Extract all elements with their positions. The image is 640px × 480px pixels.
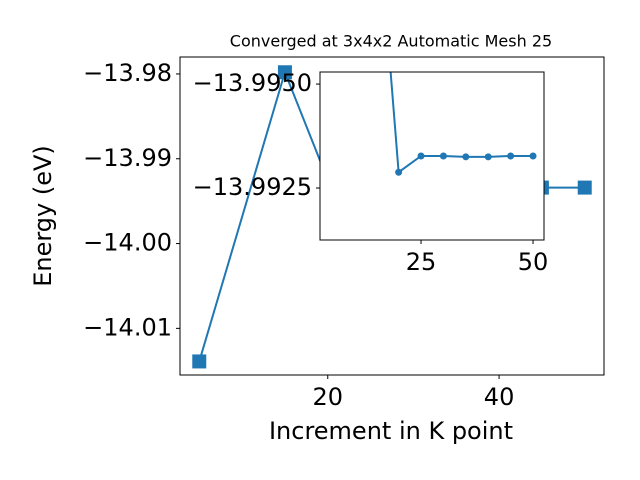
axes-frame bbox=[319, 71, 545, 241]
marker bbox=[277, 65, 292, 80]
chart-title: Converged at 3x4x2 Automatic Mesh 25 bbox=[230, 32, 552, 51]
marker bbox=[577, 180, 592, 195]
marker bbox=[484, 153, 492, 161]
marker bbox=[417, 152, 425, 160]
marker bbox=[395, 168, 403, 176]
marker bbox=[462, 153, 470, 161]
marker bbox=[529, 152, 537, 160]
data-line bbox=[389, 72, 534, 175]
marker bbox=[439, 152, 447, 160]
y-tick-label: −14.00 bbox=[83, 229, 172, 257]
marker bbox=[507, 152, 515, 160]
x-tick-label: 50 bbox=[518, 248, 549, 276]
y-axis-label: Energy (eV) bbox=[29, 145, 57, 287]
x-tick-label: 25 bbox=[406, 248, 437, 276]
y-tick-label: −13.9925 bbox=[193, 173, 312, 201]
plot-content bbox=[389, 72, 537, 176]
y-tick-label: −14.01 bbox=[83, 313, 172, 341]
x-tick-label: 40 bbox=[484, 383, 515, 411]
x-axis-label: Increment in K point bbox=[269, 417, 513, 445]
y-tick-label: −13.99 bbox=[83, 144, 172, 172]
y-tick-label: −13.98 bbox=[83, 59, 172, 87]
marker bbox=[192, 354, 207, 369]
y-tick-label: −13.9950 bbox=[193, 69, 312, 97]
x-tick-label: 20 bbox=[312, 383, 343, 411]
axes-frame bbox=[179, 56, 605, 376]
